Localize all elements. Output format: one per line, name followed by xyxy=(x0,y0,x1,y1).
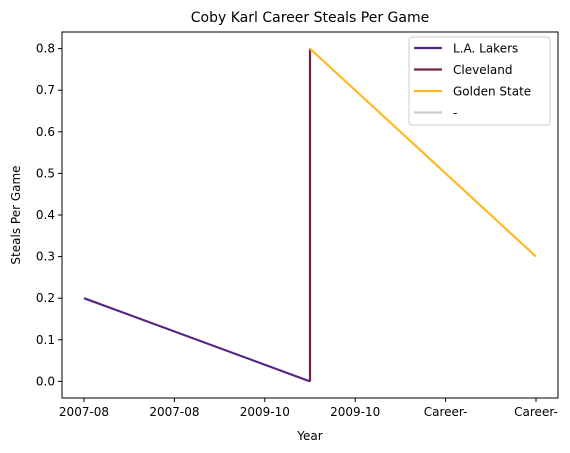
y-tick-label-5: 0.5 xyxy=(36,166,55,180)
y-tick-label-1: 0.1 xyxy=(36,333,55,347)
legend-label-1: Cleveland xyxy=(453,63,513,77)
y-tick-label-6: 0.6 xyxy=(36,125,55,139)
series-line-2 xyxy=(309,47,537,258)
legend-label-3: - xyxy=(453,106,457,120)
chart-title: Coby Karl Career Steals Per Game xyxy=(191,10,429,26)
x-tick-label-5: Career- xyxy=(514,405,558,419)
x-axis-label: Year xyxy=(296,429,322,443)
y-tick-label-7: 0.7 xyxy=(36,83,55,97)
legend-box xyxy=(408,36,551,126)
x-tick-label-3: 2009-10 xyxy=(330,405,380,419)
legend-label-0: L.A. Lakers xyxy=(453,42,518,56)
x-tick-label-0: 2007-08 xyxy=(59,405,109,419)
legend-label-2: Golden State xyxy=(453,85,531,99)
x-tick-label-1: 2007-08 xyxy=(149,405,199,419)
y-tick-label-0: 0.0 xyxy=(36,374,55,388)
series-lines xyxy=(83,47,537,383)
series-line-0 xyxy=(83,297,311,383)
y-axis-label: Steals Per Game xyxy=(9,165,23,264)
legend: L.A. Lakers Cleveland Golden State - xyxy=(408,36,551,126)
y-tick-label-3: 0.3 xyxy=(36,250,55,264)
x-tick-label-2: 2009-10 xyxy=(240,405,290,419)
y-axis: 0.0 0.1 0.2 0.3 0.4 0.5 0.6 0.7 0.8 xyxy=(36,42,62,388)
y-tick-label-4: 0.4 xyxy=(36,208,55,222)
y-tick-label-8: 0.8 xyxy=(36,42,55,56)
x-tick-label-4: Career- xyxy=(424,405,468,419)
x-axis: 2007-08 2007-08 2009-10 2009-10 Career- Caree… xyxy=(59,398,558,419)
y-tick-label-2: 0.2 xyxy=(36,291,55,305)
